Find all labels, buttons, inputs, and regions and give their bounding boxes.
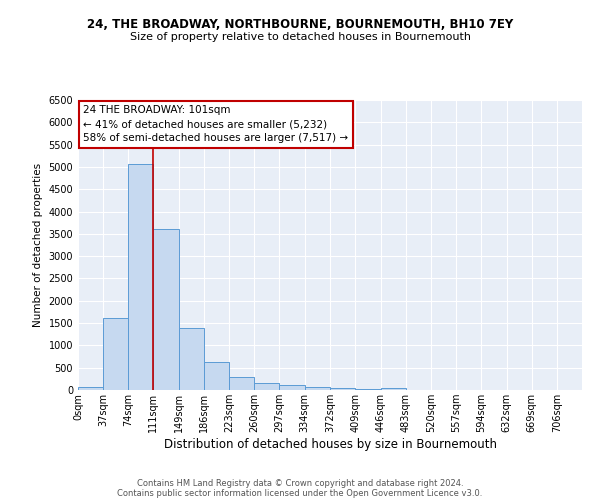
Text: 24, THE BROADWAY, NORTHBOURNE, BOURNEMOUTH, BH10 7EY: 24, THE BROADWAY, NORTHBOURNE, BOURNEMOU… xyxy=(87,18,513,30)
Bar xyxy=(128,164,153,390)
Bar xyxy=(305,386,331,390)
Text: Contains public sector information licensed under the Open Government Licence v3: Contains public sector information licen… xyxy=(118,488,482,498)
Bar xyxy=(254,383,280,390)
Text: Contains HM Land Registry data © Crown copyright and database right 2024.: Contains HM Land Registry data © Crown c… xyxy=(137,478,463,488)
Bar xyxy=(103,318,128,390)
Text: 24 THE BROADWAY: 101sqm
← 41% of detached houses are smaller (5,232)
58% of semi: 24 THE BROADWAY: 101sqm ← 41% of detache… xyxy=(83,106,349,144)
Y-axis label: Number of detached properties: Number of detached properties xyxy=(33,163,43,327)
Bar xyxy=(153,230,179,390)
Bar xyxy=(78,386,103,390)
X-axis label: Distribution of detached houses by size in Bournemouth: Distribution of detached houses by size … xyxy=(163,438,497,451)
Bar xyxy=(331,388,355,390)
Bar xyxy=(380,388,406,390)
Bar xyxy=(204,362,229,390)
Text: Size of property relative to detached houses in Bournemouth: Size of property relative to detached ho… xyxy=(130,32,470,42)
Bar xyxy=(355,388,380,390)
Bar xyxy=(179,328,204,390)
Bar xyxy=(229,376,254,390)
Bar xyxy=(280,384,305,390)
